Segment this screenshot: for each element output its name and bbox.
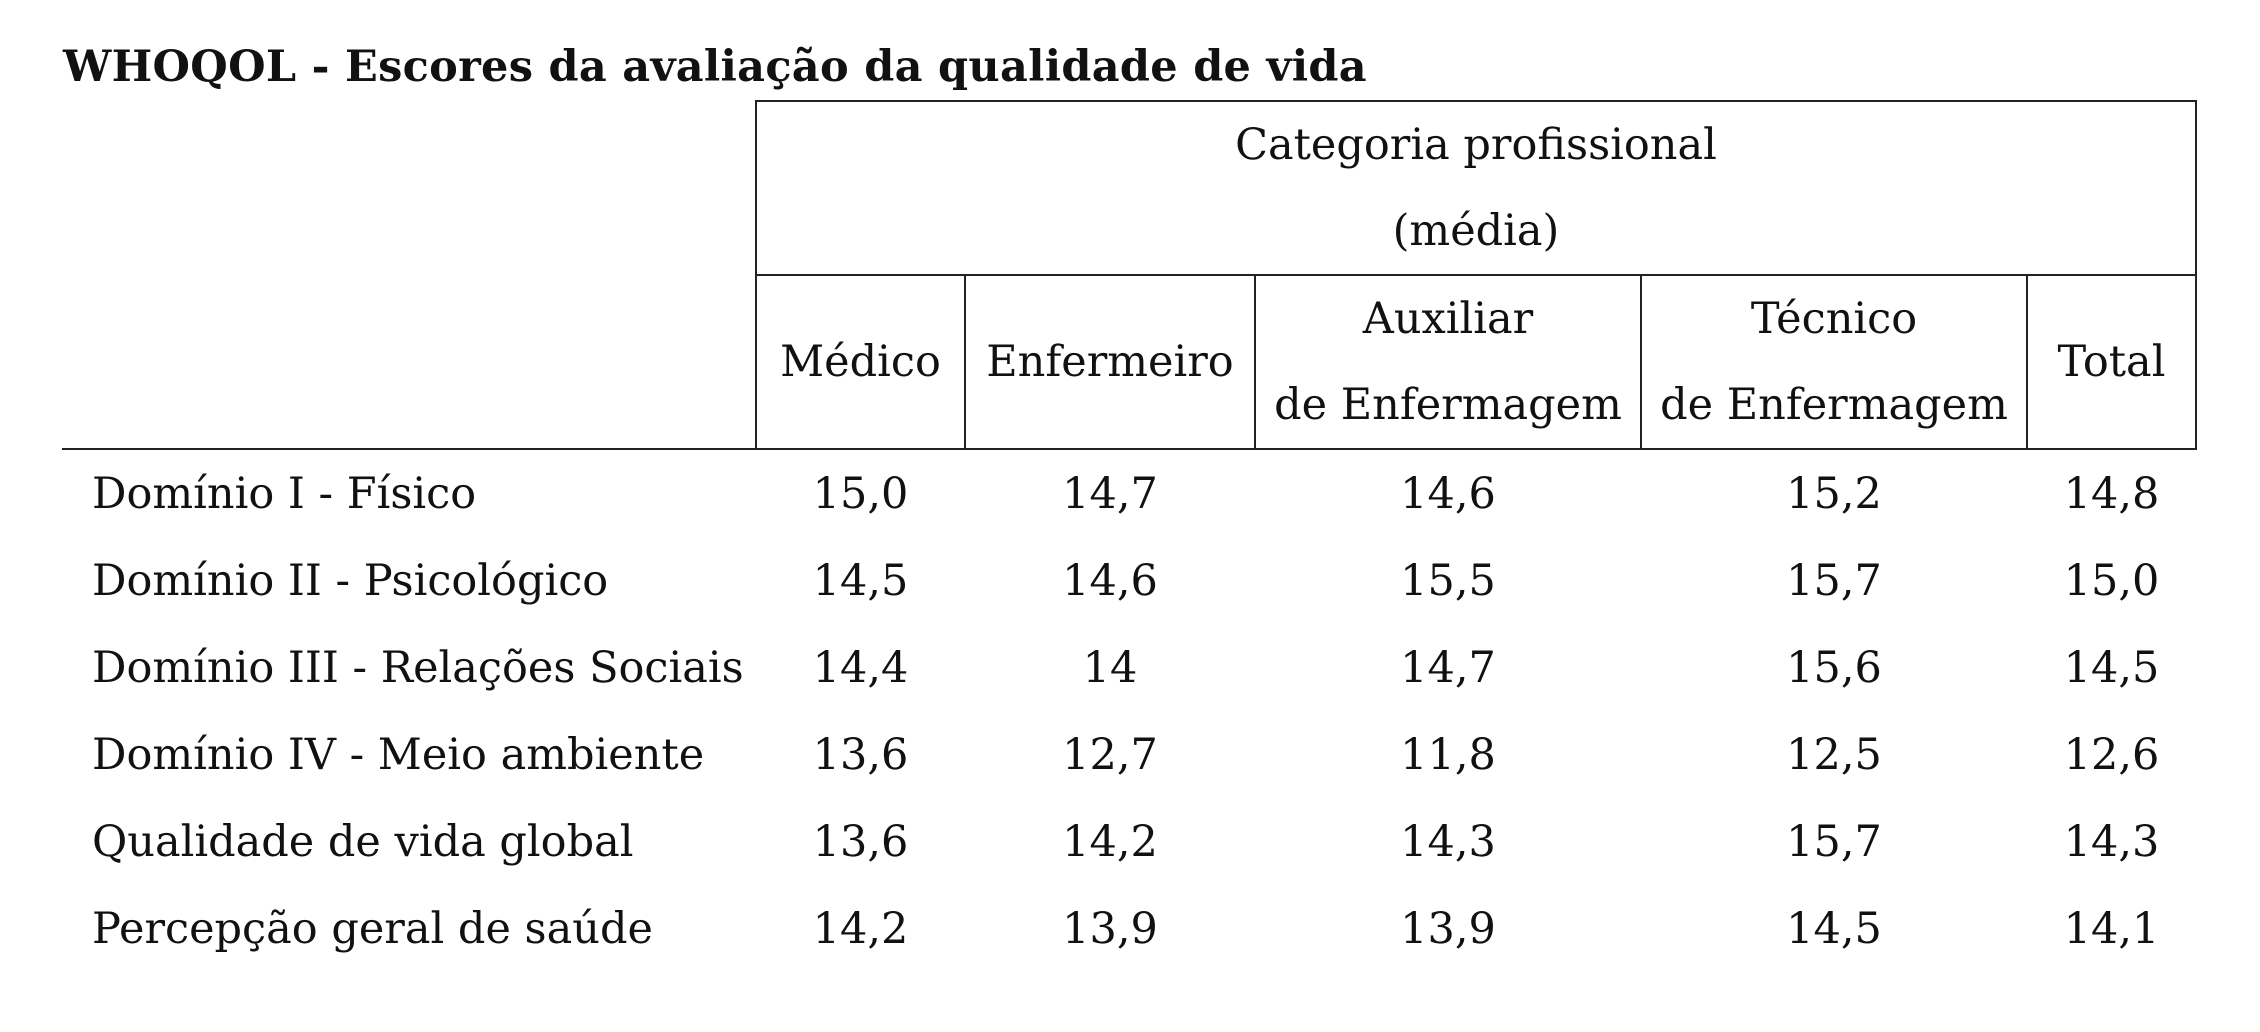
row-label: Domínio IV - Meio ambiente bbox=[92, 729, 705, 780]
cell-value: 15,7 bbox=[1786, 816, 1882, 867]
cell-value: 13,9 bbox=[1400, 903, 1496, 954]
cell-value: 14,2 bbox=[812, 903, 909, 954]
column-header-enfermeiro: Enfermeiro bbox=[964, 274, 1256, 450]
row-label: Domínio I - Físico bbox=[62, 448, 756, 537]
cell-value: 14,7 bbox=[965, 448, 1255, 537]
cell-value: 12,5 bbox=[1786, 729, 1882, 780]
column-header-total: Total bbox=[2026, 274, 2197, 450]
column-header-sublabel: de Enfermagem bbox=[1660, 380, 2008, 430]
cell-value: 13,6 bbox=[812, 729, 909, 780]
cell-value: 14,6 bbox=[1062, 555, 1158, 606]
table-row: Domínio IV - Meio ambiente 13,6 12,7 11,… bbox=[62, 711, 2196, 798]
header-corner bbox=[62, 101, 756, 275]
cell-value: 14,1 bbox=[2063, 903, 2160, 954]
cell-value: 14,8 bbox=[2027, 448, 2196, 537]
cell-value: 13,9 bbox=[1062, 903, 1158, 954]
cell-value: 15,5 bbox=[1400, 555, 1496, 606]
column-header-sublabel: de Enfermagem bbox=[1274, 380, 1622, 430]
row-label: Domínio II - Psicológico bbox=[92, 555, 609, 606]
table-row: Domínio III - Relações Sociais 14,4 14 1… bbox=[62, 624, 2196, 711]
table-row: Percepção geral de saúde 14,2 13,9 13,9 … bbox=[62, 885, 2196, 972]
group-header-sublabel: (média) bbox=[1392, 206, 1560, 256]
header-columns-row: Médico Enfermeiro Auxiliar de Enfermagem… bbox=[62, 274, 2197, 450]
table-title: WHOQOL - Escores da avaliação da qualida… bbox=[63, 42, 1367, 92]
column-header-label: Total bbox=[2057, 337, 2166, 387]
header-corner-2 bbox=[62, 275, 756, 449]
table-row: Domínio II - Psicológico 14,5 14,6 15,5 … bbox=[62, 537, 2196, 624]
cell-value: 15,7 bbox=[1786, 555, 1882, 606]
cell-value: 14,7 bbox=[1400, 642, 1496, 693]
cell-value: 14,3 bbox=[2063, 816, 2160, 867]
column-header-tecnico: Técnico de Enfermagem bbox=[1640, 274, 2028, 450]
cell-value: 15,0 bbox=[756, 448, 965, 537]
column-header-label: Técnico bbox=[1750, 294, 1918, 344]
cell-value: 14,5 bbox=[812, 555, 909, 606]
column-header-auxiliar: Auxiliar de Enfermagem bbox=[1254, 274, 1642, 450]
cell-value: 12,6 bbox=[2063, 729, 2160, 780]
cell-value: 15,6 bbox=[1786, 642, 1882, 693]
cell-value: 14,5 bbox=[2063, 642, 2160, 693]
column-header-label: Médico bbox=[780, 337, 941, 387]
row-label: Qualidade de vida global bbox=[92, 816, 634, 867]
header-group-row: Categoria profissional (média) bbox=[62, 100, 2197, 276]
row-label: Domínio III - Relações Sociais bbox=[92, 642, 744, 693]
cell-value: 15,2 bbox=[1641, 448, 2027, 537]
header-group-cell: Categoria profissional (média) bbox=[755, 100, 2197, 276]
table-row: Qualidade de vida global 13,6 14,2 14,3 … bbox=[62, 798, 2196, 885]
column-header-label: Enfermeiro bbox=[986, 337, 1234, 387]
cell-value: 14 bbox=[1082, 642, 1138, 693]
cell-value: 14,5 bbox=[1786, 903, 1882, 954]
cell-value: 13,6 bbox=[812, 816, 909, 867]
cell-value: 15,0 bbox=[2063, 555, 2160, 606]
cell-value: 14,4 bbox=[812, 642, 909, 693]
column-header-label: Auxiliar bbox=[1362, 294, 1534, 344]
cell-value: 11,8 bbox=[1400, 729, 1496, 780]
cell-value: 12,7 bbox=[1062, 729, 1158, 780]
whoqol-scores-table: Categoria profissional (média) Médico En… bbox=[62, 100, 2197, 972]
cell-value: 14,2 bbox=[1062, 816, 1158, 867]
row-label: Percepção geral de saúde bbox=[92, 903, 653, 954]
table-row: Domínio I - Físico 15,0 14,7 14,6 15,2 1… bbox=[62, 448, 2196, 537]
cell-value: 14,6 bbox=[1255, 448, 1641, 537]
group-header-label: Categoria profissional bbox=[1235, 120, 1717, 170]
column-header-medico: Médico bbox=[755, 274, 966, 450]
cell-value: 14,3 bbox=[1400, 816, 1496, 867]
